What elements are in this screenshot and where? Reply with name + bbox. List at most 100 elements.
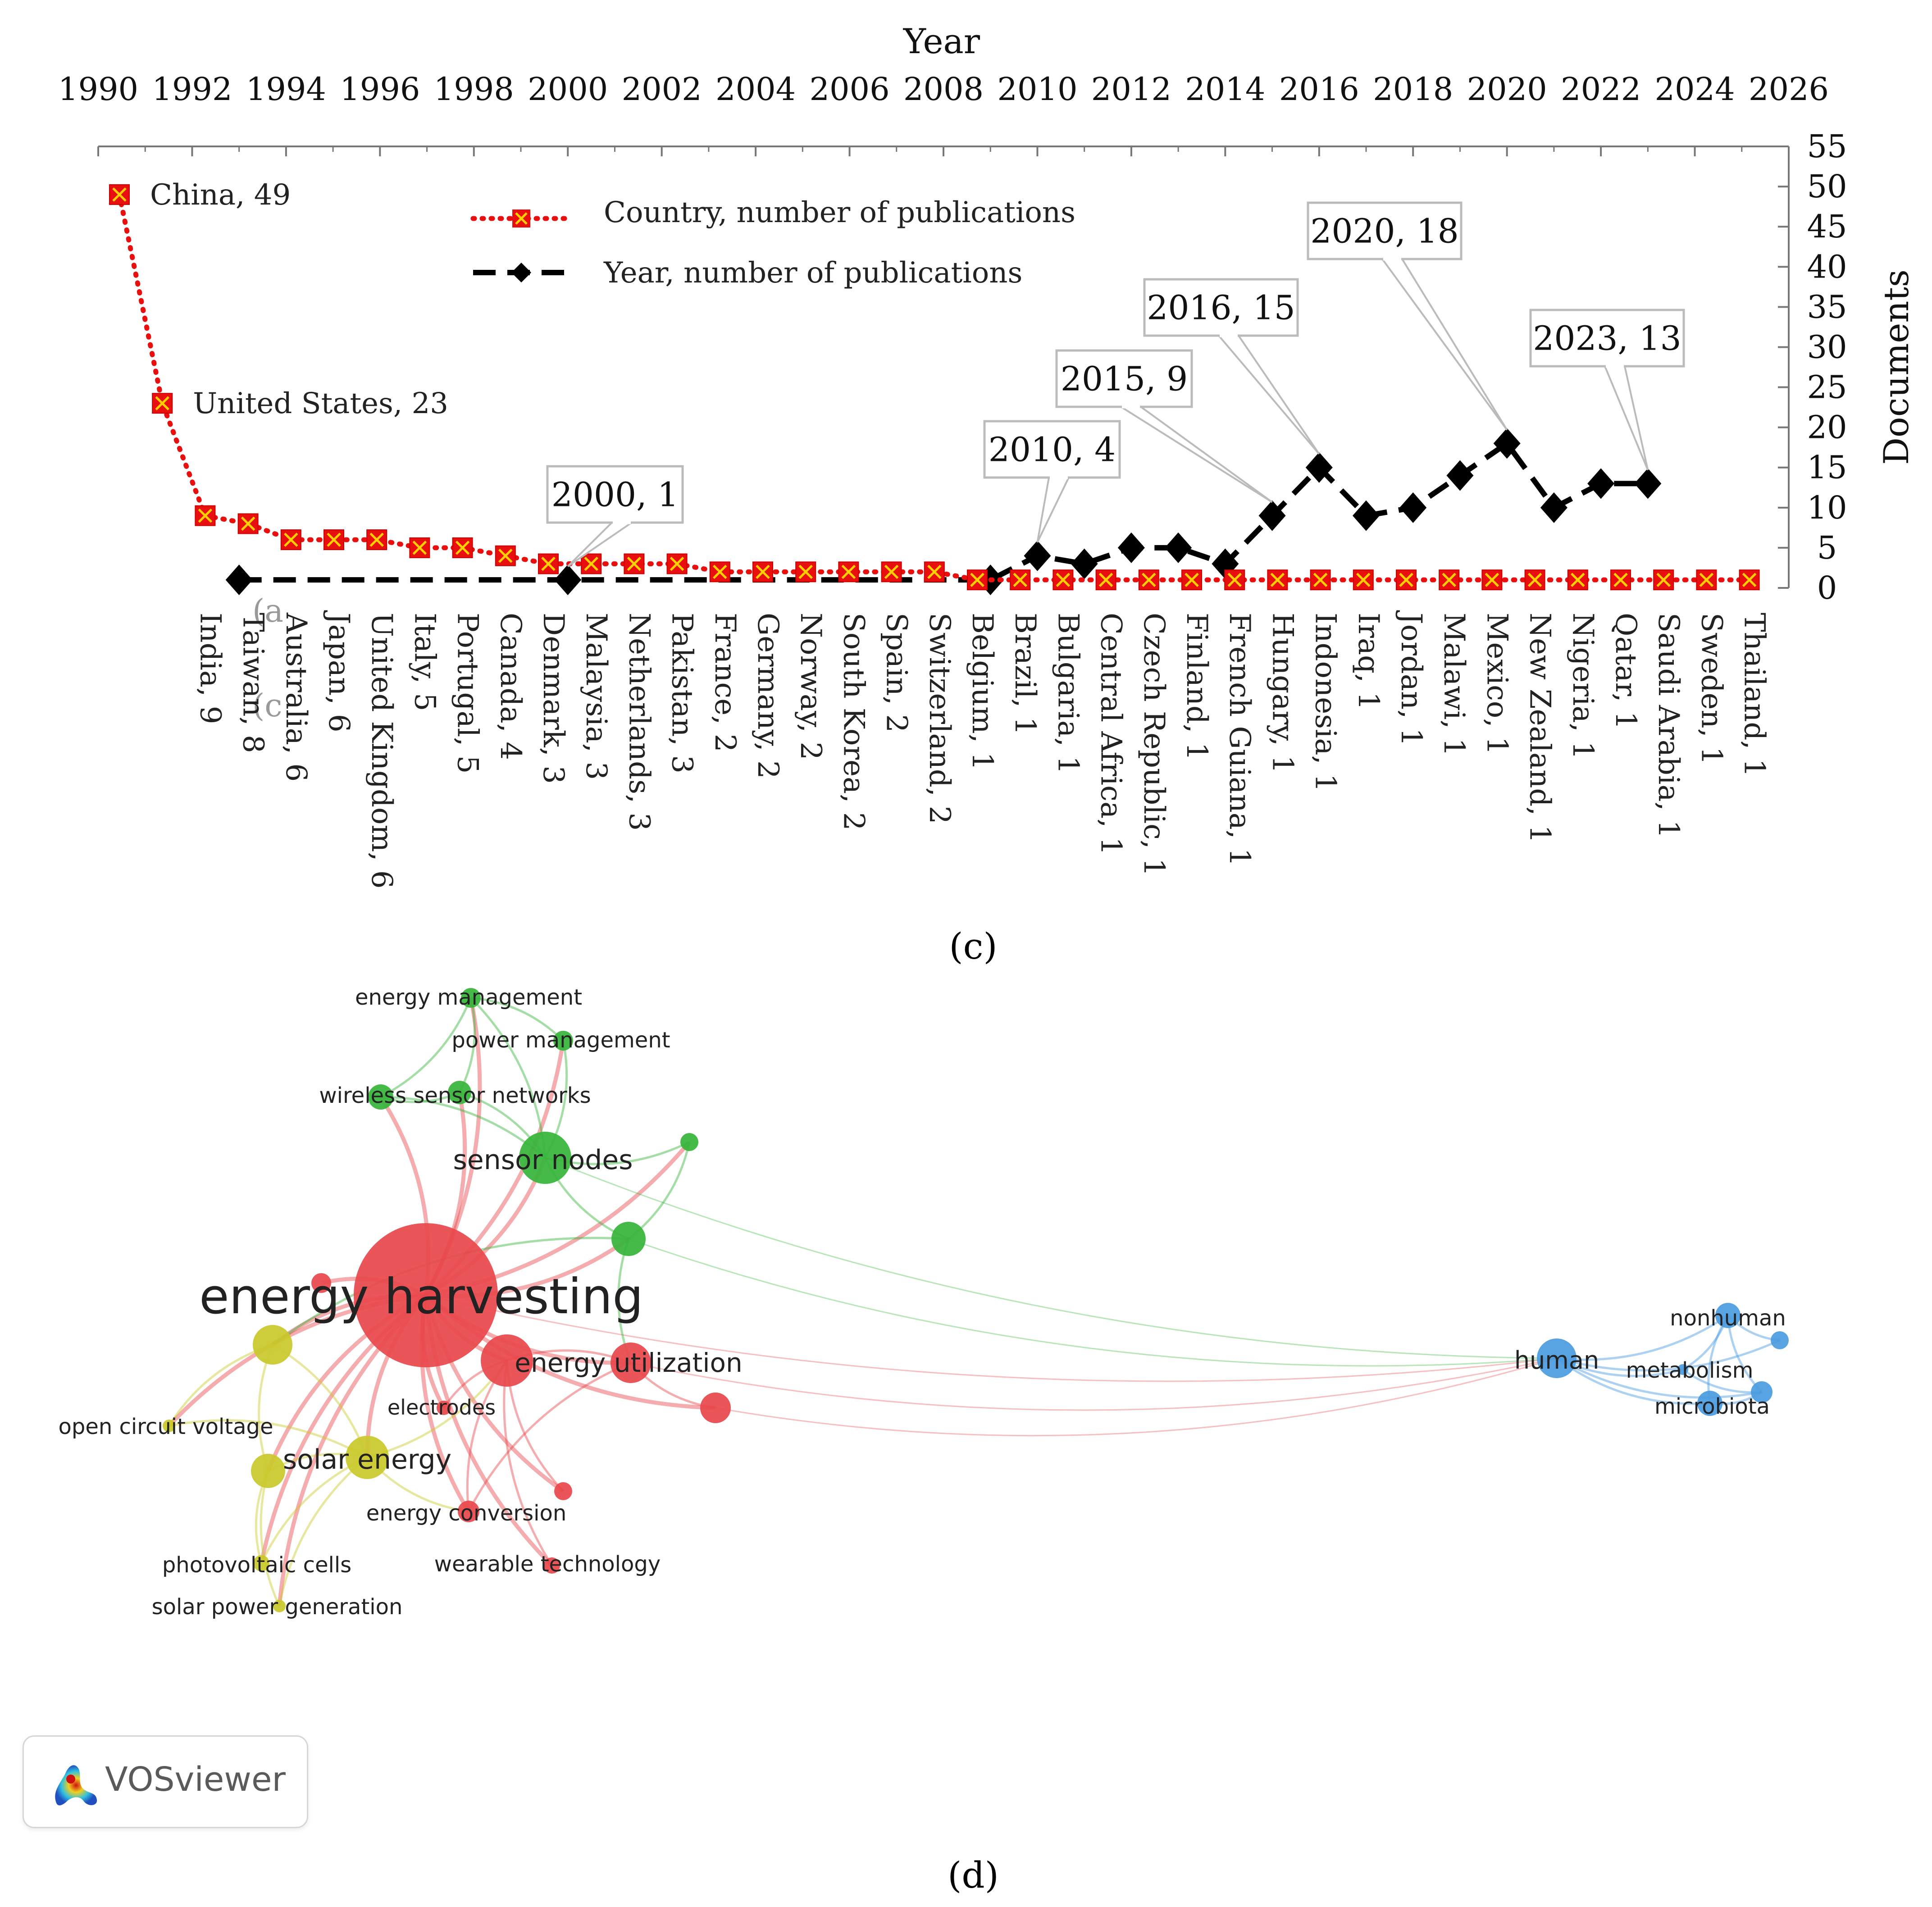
network-label-power-management: power management <box>451 1028 670 1053</box>
network-label-metabolism: metabolism <box>1626 1358 1754 1383</box>
network-label-nonhuman: nonhuman <box>1670 1306 1786 1331</box>
callout-label: 2023, 13 <box>1533 319 1681 358</box>
top-axis-tick-label: 2020 <box>1467 71 1547 108</box>
top-axis-tick-label: 1992 <box>152 71 232 108</box>
network-labels: energy harvesting energy utilization elect… <box>58 985 1786 1620</box>
right-axis-tick-label: 10 <box>1807 489 1847 526</box>
network-node-energy-conversion <box>458 1501 479 1522</box>
country-tick-label: Malawi, 1 <box>1437 613 1471 756</box>
right-axis-tick-label: 55 <box>1807 128 1847 165</box>
network-edge <box>1556 1314 1729 1361</box>
callout-label: 2020, 18 <box>1310 212 1459 251</box>
network-label-solar-energy: solar energy <box>283 1444 451 1475</box>
top-axis-tick-label: 2018 <box>1373 71 1453 108</box>
network-node-photovoltaic-cells <box>253 1555 269 1571</box>
country-tick-label: Qatar, 1 <box>1609 613 1642 729</box>
country-tick-label: Saudi Arabia, 1 <box>1652 613 1685 838</box>
country-series-marker-accent <box>884 564 899 579</box>
top-axis-tick-label: 2004 <box>715 71 796 108</box>
callout-label: 2010, 4 <box>989 431 1116 469</box>
network-label-energy-harvesting: energy harvesting <box>199 1269 643 1325</box>
right-axis-tick-label: 40 <box>1807 248 1847 285</box>
country-tick-label: Czech Republic, 1 <box>1137 613 1171 876</box>
network-edge <box>169 1419 368 1459</box>
callout-pointer <box>1036 477 1071 543</box>
country-series-marker <box>838 561 859 583</box>
network-node-energy-utilization <box>611 1343 651 1383</box>
country-tick-label: Indonesia, 1 <box>1309 613 1342 792</box>
country-series-marker-accent <box>1356 573 1371 587</box>
country-series-marker-accent <box>1527 573 1542 587</box>
network-node-red-small-b <box>554 1482 572 1500</box>
network-edge <box>1556 1357 1762 1399</box>
year-series-marker <box>1634 468 1662 499</box>
network-edge <box>628 1142 691 1240</box>
country-series-marker-accent <box>1270 573 1285 587</box>
country-series-marker-accent <box>1098 573 1113 587</box>
year-series-marker <box>1399 492 1427 523</box>
callout-pointer <box>1604 365 1649 471</box>
right-axis-tick-label: 25 <box>1807 369 1847 406</box>
country-series-marker-accent <box>756 564 770 579</box>
country-series-marker-accent <box>1313 573 1328 587</box>
country-tick-label: Mexico, 1 <box>1480 613 1513 755</box>
country-series-marker-accent <box>1571 573 1585 587</box>
country-series-marker-accent <box>1227 573 1242 587</box>
top-axis-tick-label: 2026 <box>1749 71 1829 108</box>
callout-label: 2015, 9 <box>1061 360 1188 399</box>
right-axis-title: Documents <box>1876 269 1916 465</box>
country-series-marker-accent <box>841 564 856 579</box>
network-node-sensor-nodes <box>519 1132 571 1184</box>
right-axis-tick-label: 5 <box>1817 529 1837 566</box>
right-axis-tick-label: 20 <box>1807 409 1847 446</box>
network-label-electrodes: electrodes <box>387 1395 496 1420</box>
top-axis-tick-label: 2016 <box>1279 71 1359 108</box>
top-axis-tick-label: 1994 <box>246 71 326 108</box>
network-label-sensor-nodes: sensor nodes <box>453 1144 633 1176</box>
right-axis-tick-label: 15 <box>1807 449 1847 486</box>
network-edge <box>278 1456 368 1607</box>
country-tick-label: Germany, 2 <box>751 613 784 779</box>
country-tick-label: Central Africa, 1 <box>1094 613 1128 856</box>
country-series-marker <box>1696 569 1717 591</box>
network-label-photovoltaic-cells: photovoltaic cells <box>162 1552 351 1578</box>
top-axis-tick-label: 2010 <box>997 71 1077 108</box>
top-axis-tick-label: 2024 <box>1654 71 1735 108</box>
network-node-green-right <box>680 1133 698 1151</box>
country-series-marker-accent <box>541 556 556 571</box>
network-edge <box>272 1343 369 1458</box>
country-series-marker-accent <box>498 548 513 563</box>
legend-country-label: Country, number of publications <box>604 196 1075 229</box>
right-axis-tick-label: 30 <box>1807 328 1847 365</box>
network-edge <box>503 1360 553 1566</box>
network-edge <box>260 1470 281 1607</box>
callout-box <box>1143 278 1299 337</box>
network-edge <box>467 1361 631 1512</box>
network-node-red-mid <box>481 1334 533 1387</box>
country-tick-label: Brazil, 1 <box>1008 613 1042 735</box>
country-series-marker-accent <box>327 533 341 547</box>
right-axis-tick-label: 50 <box>1807 168 1847 205</box>
country-series-marker <box>1138 569 1159 591</box>
network-node-wireless-sensor-networks <box>368 1084 393 1110</box>
network-node-open-circuit-voltage <box>163 1420 175 1432</box>
country-series-marker-accent <box>1399 573 1413 587</box>
top-axis-tick-label: 2012 <box>1091 71 1171 108</box>
callout-pointer <box>1217 335 1320 455</box>
network-node-electrodes <box>437 1401 451 1415</box>
year-series-marker <box>1353 500 1380 531</box>
legend-country-marker-accent <box>515 212 528 225</box>
year-series-marker <box>1024 540 1051 571</box>
legend-year-label: Year, number of publications <box>603 256 1022 290</box>
keyword-cooccurrence-network: energy harvesting energy utilization elect… <box>58 985 1789 1620</box>
country-series-marker-accent <box>369 533 384 547</box>
network-node-yellow-a <box>253 1325 292 1365</box>
country-inline-label: United States, 23 <box>193 387 448 420</box>
country-series-marker-accent <box>198 508 213 523</box>
country-series-marker-accent <box>1656 573 1671 587</box>
country-tick-label: Thailand, 1 <box>1738 613 1771 777</box>
country-series-marker-accent <box>284 533 298 547</box>
network-node-yellow-b <box>251 1454 285 1488</box>
vosviewer-logo-icon <box>55 1765 97 1806</box>
network-node-power-management <box>553 1031 573 1051</box>
